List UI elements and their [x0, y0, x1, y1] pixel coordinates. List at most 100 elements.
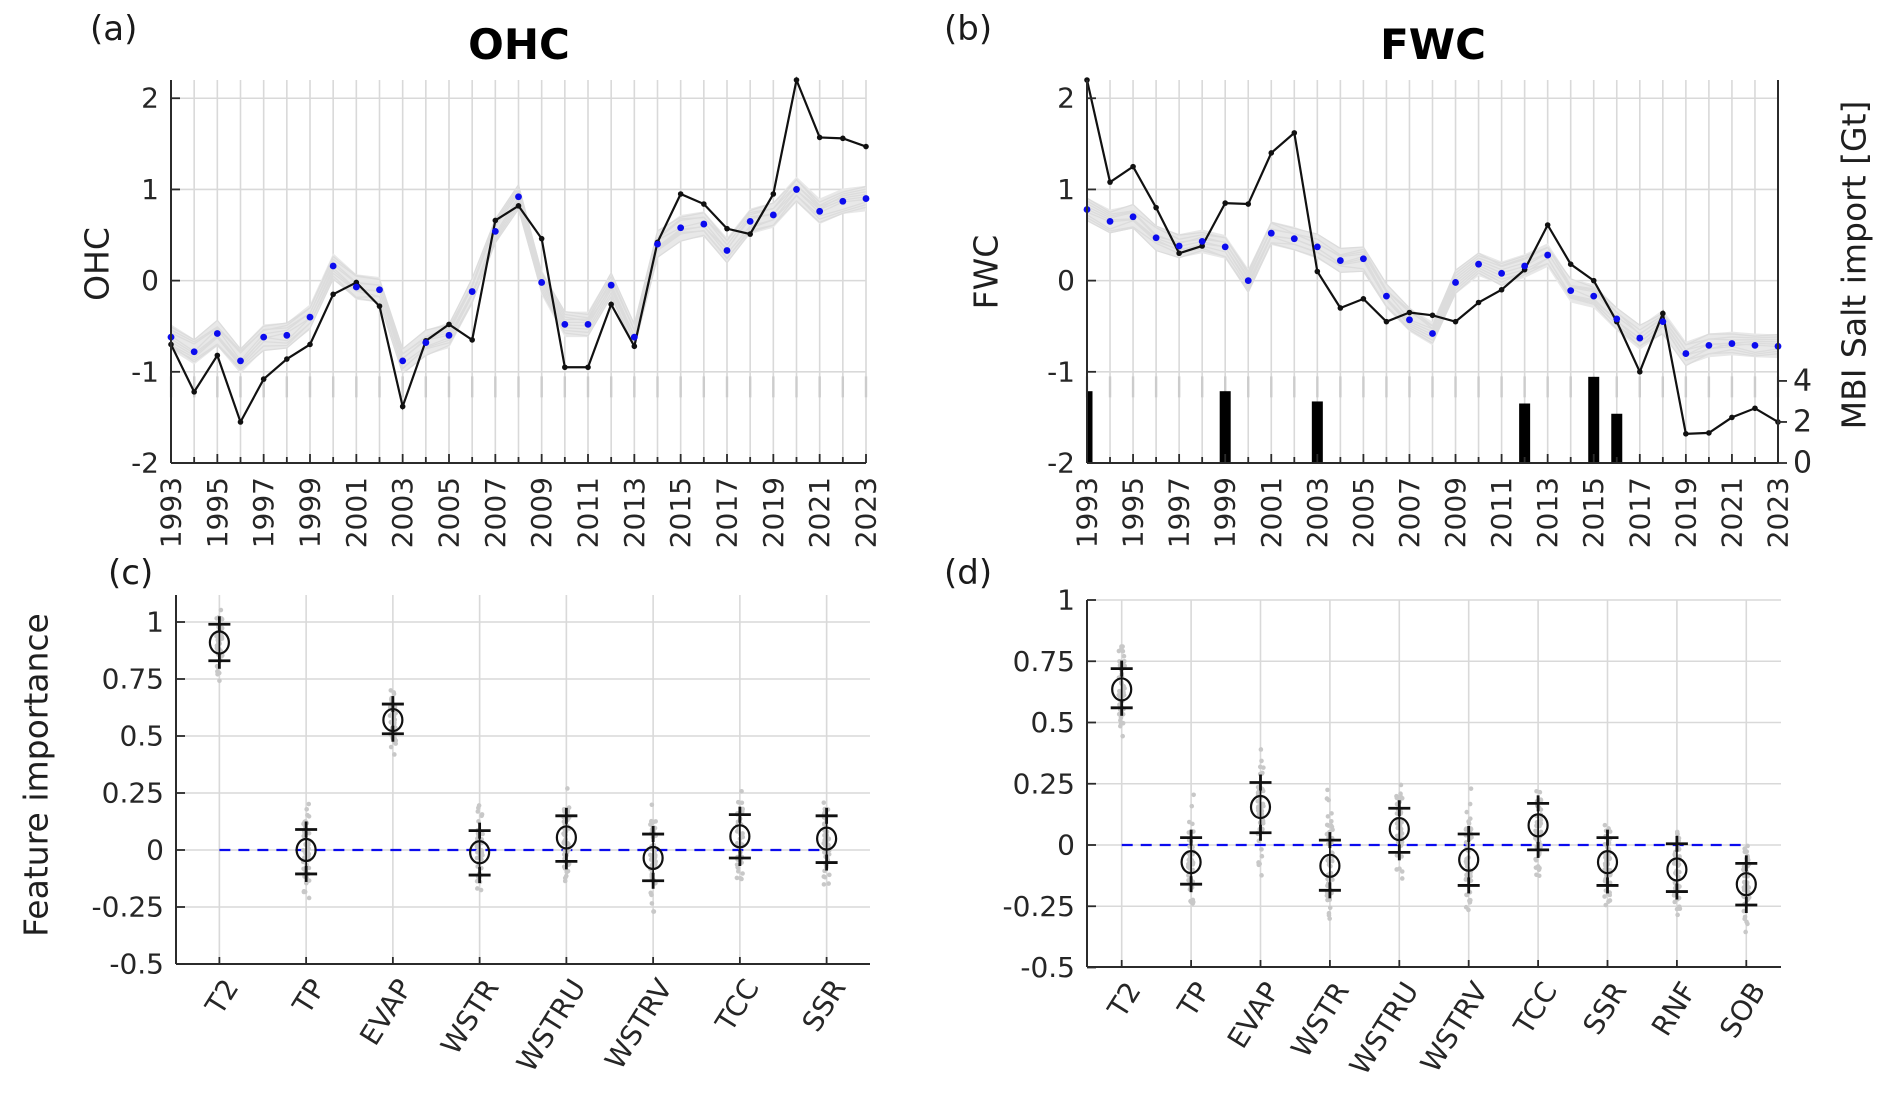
ohc-ensemble-mean-marker	[607, 281, 615, 289]
scatter-dot	[561, 832, 567, 837]
scatter-dot	[1467, 801, 1473, 807]
mean-circle	[1596, 850, 1619, 875]
y-tick-label: 2	[1057, 82, 1075, 115]
x-tick-label: 2009	[525, 477, 558, 548]
panel-b-ylabel: FWC	[966, 234, 1006, 310]
y-tick-label: 0	[146, 834, 164, 867]
ohc-ensemble-mean-marker	[399, 357, 407, 365]
fwc-ensemble-mean-marker	[1475, 260, 1482, 268]
scatter-dot	[1261, 765, 1266, 770]
mbi-salt-import-bar	[1519, 403, 1531, 463]
fwc-observed-marker	[1199, 243, 1205, 249]
fwc-observed-marker	[1452, 318, 1459, 325]
scatter-dot	[1602, 894, 1607, 899]
fwc-ensemble-mean-marker	[1129, 213, 1137, 221]
fwc-observed-marker	[1337, 305, 1344, 311]
ohc-ensemble-mean-marker	[862, 195, 870, 202]
x-tick-label: WSTRU	[1343, 976, 1425, 1080]
scatter-dot	[476, 819, 481, 824]
mean-circle	[555, 825, 577, 850]
fwc-observed-marker	[1245, 201, 1252, 207]
scatter-dot	[565, 786, 570, 791]
scatter-dot	[734, 862, 740, 867]
x-tick-label: 1993	[1071, 477, 1104, 548]
ohc-observed-marker	[863, 143, 869, 150]
scatter-dot	[1118, 721, 1124, 727]
panel-a-ylabel: OHC	[77, 227, 117, 301]
y-tick-label: 2	[141, 82, 159, 115]
ohc-observed-marker	[840, 135, 846, 142]
scatter-dot	[1606, 826, 1611, 831]
ohc-ensemble-mean-marker	[769, 211, 777, 219]
ensemble-band	[171, 176, 866, 374]
y-tick-label: 0	[1057, 829, 1075, 862]
x-tick-label: 1997	[1163, 477, 1196, 548]
scatter-dot	[391, 691, 397, 697]
fwc-observed-marker	[1590, 277, 1597, 284]
scatter-dot	[826, 881, 831, 886]
ohc-observed-marker	[793, 77, 800, 83]
scatter-dot	[1122, 686, 1127, 691]
scatter-dot	[478, 887, 484, 893]
fwc-observed-marker	[1637, 369, 1643, 375]
scatter-dot	[1325, 787, 1330, 793]
scatter-dot	[566, 805, 572, 810]
fwc-ensemble-mean-marker	[1106, 217, 1114, 225]
scatter-dot	[1602, 842, 1608, 847]
ohc-observed-marker	[330, 291, 336, 298]
ohc-observed-marker	[376, 303, 383, 309]
y-tick-label: 0.5	[1030, 706, 1075, 739]
scatter-dot	[1394, 833, 1400, 839]
ohc-ensemble-mean-marker	[306, 313, 314, 321]
scatter-dot	[1466, 907, 1471, 913]
scatter-dot	[821, 882, 827, 887]
scatter-dot	[827, 872, 832, 878]
fwc-ensemble-mean-marker	[1406, 316, 1413, 324]
scatter-dot	[1677, 869, 1682, 875]
scatter-dot	[735, 869, 741, 874]
mean-circle	[382, 707, 404, 733]
x-tick-label: 2023	[850, 477, 883, 548]
x-tick-label: 2009	[1439, 477, 1472, 548]
scatter-dot	[306, 865, 312, 871]
scatter-dot	[306, 854, 311, 859]
fwc-observed-marker	[1268, 150, 1275, 156]
scatter-dot	[649, 901, 655, 906]
panel-c-ylabel: Feature importance	[16, 613, 56, 937]
ensemble-member-line	[171, 178, 866, 356]
panel-a: 1993 1995 1997 1999 2001 2003 2005 2007 2009 2011…	[131, 76, 883, 548]
mean-circle	[1666, 857, 1688, 882]
x-tick-label: 2005	[433, 477, 466, 548]
scatter-dot	[1116, 692, 1122, 698]
fwc-observed-marker	[1706, 430, 1712, 436]
x-tick-label: 1993	[155, 477, 188, 548]
scatter-dot	[1256, 862, 1262, 868]
fwc-observed-marker	[1567, 261, 1574, 268]
scatter-dot	[740, 871, 745, 876]
mean-circle	[295, 837, 317, 863]
x-tick-label: 2023	[1762, 477, 1795, 548]
scatter-dot	[1324, 796, 1330, 801]
ohc-observed-marker	[747, 231, 753, 237]
mean-circle	[1249, 794, 1272, 820]
scatter-dot	[306, 895, 312, 901]
scatter-dot	[1191, 792, 1196, 798]
y-tick-label: -2	[1047, 447, 1075, 480]
scatter-dot	[1117, 688, 1122, 694]
ohc-ensemble-mean-marker	[283, 331, 291, 339]
ohc-ensemble-mean-marker	[700, 220, 708, 228]
x-tick-label: 2005	[1347, 477, 1380, 548]
scatter-dot	[1675, 912, 1680, 918]
ohc-ensemble-mean-marker	[677, 224, 685, 232]
scatter-dot	[734, 875, 740, 881]
scatter-dot	[1399, 869, 1405, 874]
scatter-dot	[1330, 877, 1335, 882]
x-tick-label: 2007	[1393, 477, 1426, 548]
scatter-dot	[1742, 916, 1747, 922]
mean-circle	[469, 840, 491, 865]
scatter-dot	[1536, 873, 1542, 879]
fwc-ensemble-mean-marker	[1221, 243, 1229, 251]
mean-circle	[1735, 872, 1757, 897]
scatter-dot	[479, 812, 485, 817]
